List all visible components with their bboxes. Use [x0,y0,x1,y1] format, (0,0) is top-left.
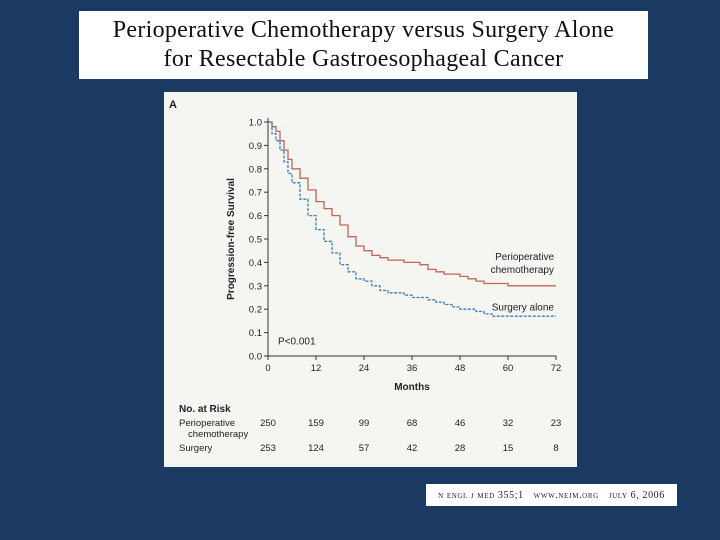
y-tick-label: 0.2 [249,305,262,316]
series-label-perioperative-line1: Perioperative [495,252,554,263]
citation-journal: n engl j med 355;1 [438,489,524,501]
x-tick-label: 48 [455,363,466,374]
series-line-surgery [268,121,556,317]
y-tick-label: 0.6 [249,211,262,222]
risk-row-label-surgery: Surgery [179,443,213,454]
x-tick-label: 72 [551,363,562,374]
y-tick-label: 0.3 [249,281,262,292]
risk-cell: 57 [359,443,370,454]
risk-cell: 253 [260,443,276,454]
series-label-perioperative-line2: chemotherapy [491,265,554,276]
y-tick-label: 0.5 [249,235,262,246]
risk-row-label-perioperative-line2: chemotherapy [188,429,248,440]
risk-row-label-perioperative-line1: Perioperative [179,418,235,429]
y-tick-label: 0.0 [249,352,262,363]
risk-cell: 250 [260,418,276,429]
citation-date: july 6, 2006 [608,489,665,501]
risk-cell: 28 [455,443,466,454]
y-tick-label: 0.8 [249,164,262,175]
kaplan-meier-chart: A 0.0 0.1 0.2 0.3 0.4 0.5 0.6 0.7 0.8 0.9 1.0 0 12 24 3… [169,99,562,454]
slide-title-line2: for Resectable Gastroesophageal Cancer [163,46,564,72]
slide-title: Perioperative Chemotherapy versus Surger… [79,11,648,79]
y-tick-label: 0.4 [249,258,262,269]
slide-title-line1: Perioperative Chemotherapy versus Surger… [112,17,615,43]
risk-cell: 46 [455,418,466,429]
y-axis-label: Progression-free Survival [226,178,237,300]
risk-table-header: No. at Risk [179,404,231,415]
p-value-annotation: P<0.001 [278,336,316,347]
citation-website: www.nejm.org [533,489,599,501]
x-tick-label: 0 [265,363,270,374]
risk-cell: 8 [553,443,558,454]
x-tick-label: 12 [311,363,322,374]
risk-cell: 124 [308,443,324,454]
series-label-surgery: Surgery alone [492,302,555,313]
x-tick-label: 24 [359,363,370,374]
y-tick-label: 1.0 [249,118,262,129]
y-tick-label: 0.9 [249,141,262,152]
risk-cell: 99 [359,418,370,429]
x-axis-label: Months [394,382,430,393]
y-tick-label: 0.1 [249,328,262,339]
x-tick-label: 60 [503,363,514,374]
risk-cell: 15 [503,443,514,454]
risk-cell: 32 [503,418,514,429]
y-tick-label: 0.7 [249,188,262,199]
kaplan-meier-panel: A 0.0 0.1 0.2 0.3 0.4 0.5 0.6 0.7 0.8 0.9 1.0 0 12 24 3… [164,92,577,467]
x-tick-label: 36 [407,363,418,374]
panel-label: A [169,99,177,111]
risk-cell: 159 [308,418,324,429]
risk-cell: 68 [407,418,418,429]
series-line-perioperative [268,121,556,287]
risk-cell: 23 [551,418,562,429]
risk-cell: 42 [407,443,418,454]
citation-box: n engl j med 355;1 www.nejm.org july 6, … [426,484,677,506]
